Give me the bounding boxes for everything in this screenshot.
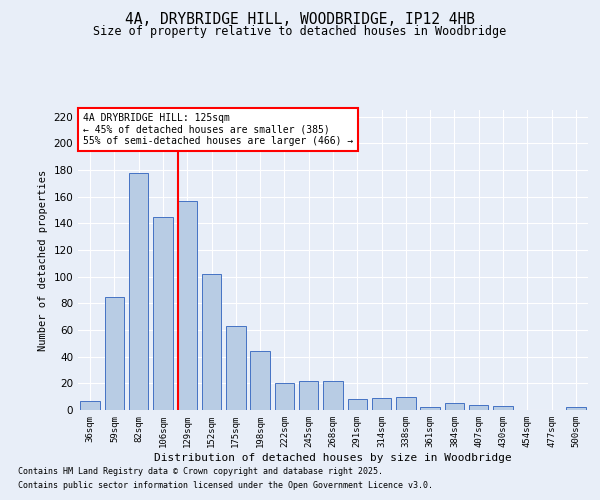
Text: 4A, DRYBRIDGE HILL, WOODBRIDGE, IP12 4HB: 4A, DRYBRIDGE HILL, WOODBRIDGE, IP12 4HB [125, 12, 475, 28]
Bar [250, 352, 270, 410]
Bar [202, 274, 221, 410]
Bar [226, 326, 245, 410]
Bar [299, 380, 319, 410]
Bar [566, 408, 586, 410]
Bar [275, 384, 294, 410]
Bar [323, 380, 343, 410]
Text: Contains public sector information licensed under the Open Government Licence v3: Contains public sector information licen… [18, 481, 433, 490]
Bar [178, 200, 197, 410]
Bar [80, 400, 100, 410]
Text: Size of property relative to detached houses in Woodbridge: Size of property relative to detached ho… [94, 25, 506, 38]
Bar [421, 408, 440, 410]
Bar [347, 400, 367, 410]
Bar [469, 404, 488, 410]
Bar [396, 396, 416, 410]
Y-axis label: Number of detached properties: Number of detached properties [38, 170, 48, 350]
Text: 4A DRYBRIDGE HILL: 125sqm
← 45% of detached houses are smaller (385)
55% of semi: 4A DRYBRIDGE HILL: 125sqm ← 45% of detac… [83, 113, 353, 146]
X-axis label: Distribution of detached houses by size in Woodbridge: Distribution of detached houses by size … [154, 452, 512, 462]
Bar [153, 216, 173, 410]
Text: Contains HM Land Registry data © Crown copyright and database right 2025.: Contains HM Land Registry data © Crown c… [18, 467, 383, 476]
Bar [129, 172, 148, 410]
Bar [493, 406, 513, 410]
Bar [445, 404, 464, 410]
Bar [105, 296, 124, 410]
Bar [372, 398, 391, 410]
